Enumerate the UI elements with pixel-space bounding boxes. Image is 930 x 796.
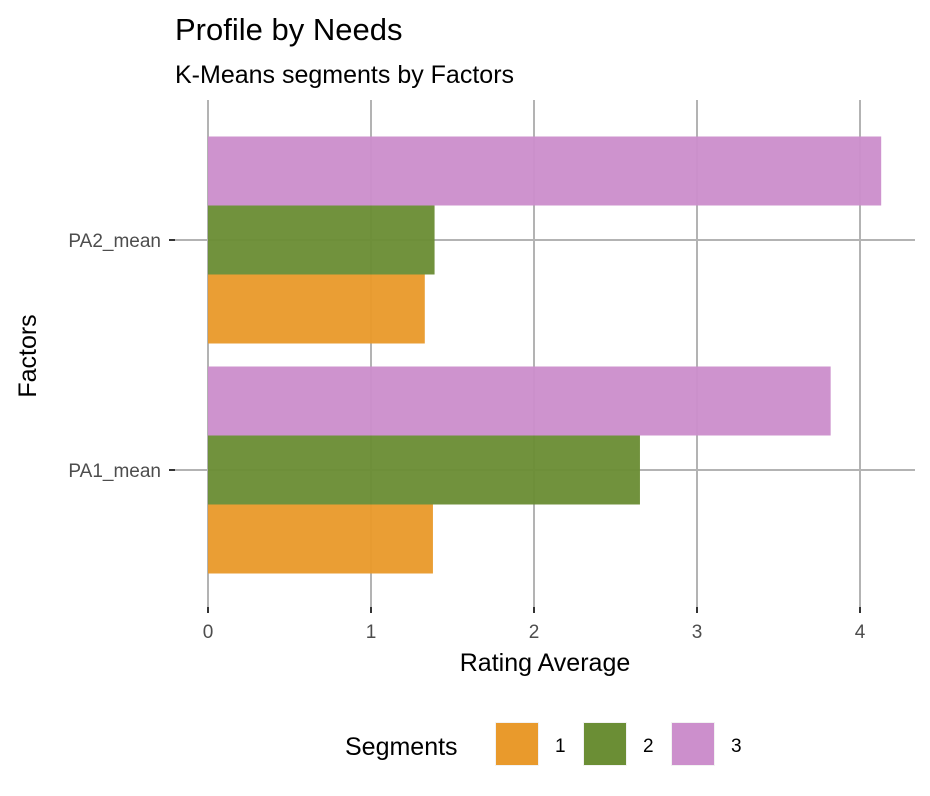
x-tick-label-2: 2: [529, 622, 540, 643]
bar-PA2_mean-segment-2: [208, 205, 435, 275]
chart-subtitle: K-Means segments by Factors: [175, 61, 514, 89]
chart-title: Profile by Needs: [175, 12, 402, 47]
x-tick-label-4: 4: [855, 622, 866, 643]
bar-PA2_mean-segment-3: [208, 136, 882, 206]
bar-PA1_mean-segment-1: [208, 504, 433, 574]
axes: 0 1 2 3 4 PA1_mean PA2_mean: [68, 231, 865, 643]
x-tick-label-0: 0: [203, 622, 214, 643]
x-axis-title: Rating Average: [460, 649, 631, 677]
legend: Segments 1 2 3: [345, 722, 742, 766]
legend-label-3: 3: [731, 736, 742, 757]
bar-PA1_mean-segment-3: [208, 366, 831, 436]
legend-label-2: 2: [643, 736, 654, 757]
y-axis-title: Factors: [14, 314, 42, 397]
legend-swatch-3: [672, 723, 714, 765]
legend-title: Segments: [345, 733, 458, 761]
legend-swatch-2: [584, 723, 626, 765]
bars: [208, 136, 882, 574]
y-tick-label-PA2_mean: PA2_mean: [68, 231, 161, 252]
x-tick-label-3: 3: [692, 622, 703, 643]
legend-label-1: 1: [555, 736, 566, 757]
y-tick-label-PA1_mean: PA1_mean: [68, 461, 161, 482]
x-tick-label-1: 1: [366, 622, 377, 643]
bar-PA2_mean-segment-1: [208, 274, 425, 344]
legend-swatch-1: [496, 723, 538, 765]
bar-PA1_mean-segment-2: [208, 435, 640, 505]
